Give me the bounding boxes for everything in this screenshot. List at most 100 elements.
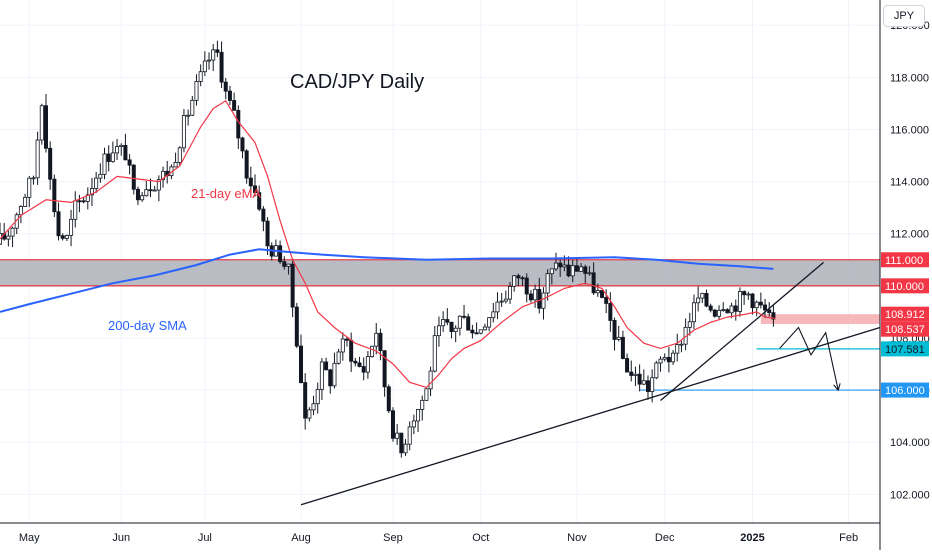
candle-body [508,285,513,300]
short-support [660,261,824,402]
candle-body [432,335,437,372]
candle-body [583,266,588,274]
candle-body [219,51,224,83]
candle-body [27,177,32,198]
candle-body [236,109,241,139]
candle-body [499,300,504,303]
candle-body [282,261,287,267]
candle-body [428,370,433,390]
candle-body [190,99,195,116]
candle-body [587,272,592,275]
candle-body [758,301,763,306]
candle-body [148,189,153,192]
x-tick-label: Jun [112,532,130,544]
y-tick-label: 118.000 [890,72,929,84]
candle-body [265,220,270,247]
candle-body [311,403,316,411]
candle-body [503,298,508,302]
candle-body [106,153,111,162]
y-tick-label: 102.000 [890,489,930,501]
candle-body [307,409,312,419]
candle-body [43,105,48,149]
candle-body [520,277,525,280]
candles [0,40,776,458]
candle-body [115,146,120,154]
candle-body [56,211,61,237]
price-label: 108.912 [885,309,925,321]
candle-body [378,332,383,352]
candle-body [102,153,107,175]
y-tick-label: 116.000 [890,124,929,136]
forecast-arrow [779,326,839,391]
candle-body [579,266,584,272]
candle-body [616,336,621,340]
candle-body [524,277,529,295]
candle-body [650,377,655,392]
currency-selector[interactable]: JPY [883,5,925,27]
x-tick-label: Jul [198,532,212,544]
candle-body [156,179,161,191]
candle-body [491,311,496,319]
candle-body [717,309,722,317]
candle-body [566,264,571,277]
candle-body [324,361,329,371]
candle-body [704,293,709,307]
candle-body [574,265,579,272]
y-tick-label: 104.000 [890,437,930,449]
candle-body [679,343,684,346]
candle-body [403,443,408,454]
candle-body [436,325,441,337]
candle-body [135,188,140,201]
candle-body [110,152,115,162]
candle-body [374,332,379,347]
x-tick-label: Dec [655,532,675,544]
x-tick-label: Aug [291,532,311,544]
candle-body [69,218,74,236]
candle-body [595,290,600,294]
candle-body [737,291,742,312]
candle-body [666,357,671,363]
candle-body [181,115,186,149]
candle-body [712,309,717,317]
candle-body [211,49,216,61]
price-label-bg [881,341,929,357]
candle-body [487,317,492,328]
candle-body [357,362,362,367]
candle-body [395,432,400,439]
candle-body [641,380,646,385]
candle-body [420,399,425,410]
candle-body [64,235,69,239]
price-label-bg [881,306,929,322]
candle-body [742,291,747,296]
candle-body [411,420,416,428]
sma-200-line [0,248,774,313]
candle-body [94,177,99,189]
candle-body [186,114,191,117]
candle-body [244,150,249,179]
candle-body [416,408,421,422]
candle-body [637,373,642,385]
price-label-bg [881,278,929,294]
candle-body [466,316,471,331]
candle-body [767,309,772,314]
candle-body [35,139,40,179]
candle-body [207,59,212,62]
sma-annotation: 200-day SMA [108,318,187,333]
candle-body [645,380,650,392]
candle-body [6,235,11,240]
candle-body [336,351,341,364]
candle-body [248,177,253,187]
candle-body [177,147,182,163]
candle-body [81,200,86,203]
candle-body [462,315,467,318]
candle-body [319,361,324,390]
candle-body [733,305,738,312]
candle-body [620,336,625,359]
candle-body [48,147,53,180]
moving-averages [0,99,776,389]
candle-body [771,312,776,320]
x-tick-label: Oct [472,532,489,544]
candle-body [98,173,103,179]
